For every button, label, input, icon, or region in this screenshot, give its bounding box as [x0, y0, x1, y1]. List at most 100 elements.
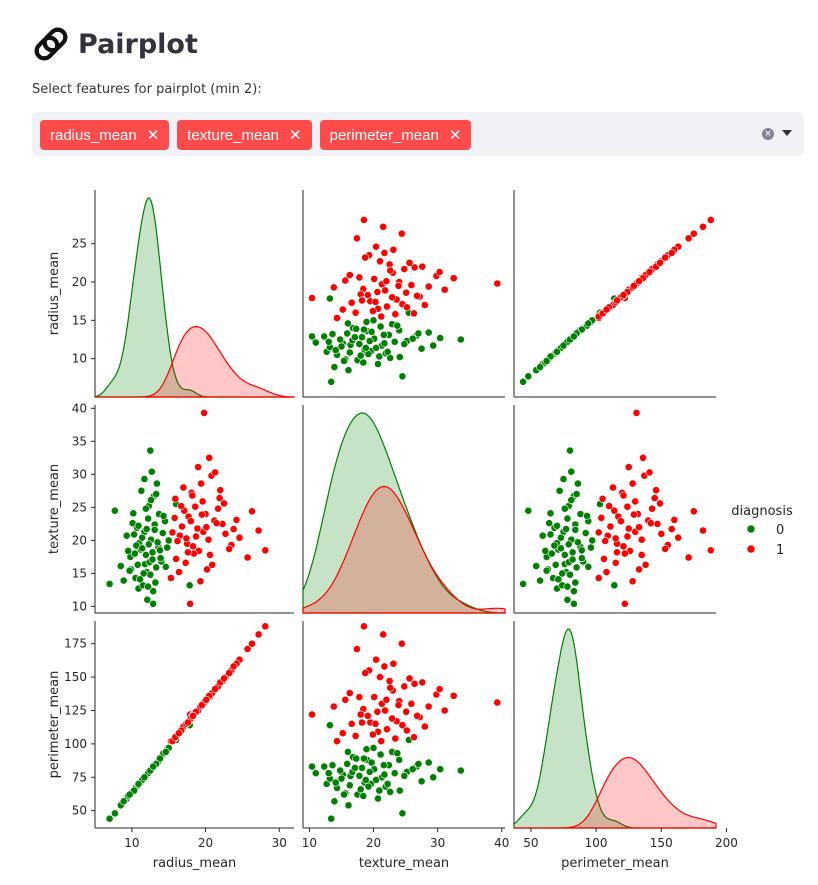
point-series-1	[611, 558, 620, 567]
point-series-1	[355, 273, 364, 282]
x-tick-label: 10	[124, 836, 139, 850]
point-series-1	[606, 522, 615, 531]
chevron-down-icon[interactable]	[782, 130, 792, 136]
point-series-0	[111, 809, 119, 818]
panel-texture_mean-vs-texture_mean	[302, 405, 506, 614]
point-series-1	[380, 662, 389, 671]
point-series-1	[373, 288, 382, 296]
point-series-1	[179, 483, 188, 492]
remove-tag-icon[interactable]: ✕	[289, 127, 302, 144]
point-series-1	[409, 733, 418, 742]
point-series-1	[381, 286, 389, 295]
remove-tag-icon[interactable]: ✕	[146, 127, 160, 144]
point-series-0	[380, 339, 389, 348]
point-series-0	[163, 543, 172, 552]
point-series-1	[363, 711, 372, 720]
point-series-0	[359, 792, 368, 800]
point-series-0	[138, 544, 147, 553]
point-series-0	[361, 776, 370, 784]
point-series-0	[119, 576, 128, 585]
point-series-0	[161, 562, 170, 571]
point-series-1	[420, 301, 429, 309]
point-series-1	[379, 222, 388, 231]
point-series-1	[211, 685, 219, 693]
point-series-0	[149, 587, 158, 596]
point-series-0	[588, 536, 597, 545]
point-series-1	[166, 574, 175, 582]
point-series-1	[333, 737, 341, 746]
point-series-0	[542, 566, 551, 575]
point-series-1	[373, 707, 382, 716]
point-series-0	[150, 525, 159, 534]
point-series-0	[610, 581, 619, 590]
y-tick-label: 175	[64, 637, 87, 651]
point-series-0	[524, 372, 533, 381]
point-series-0	[355, 340, 364, 348]
point-series-0	[362, 317, 371, 326]
point-series-0	[568, 555, 577, 564]
point-series-0	[553, 347, 561, 356]
point-series-0	[555, 486, 564, 495]
kde-series-0	[302, 412, 506, 614]
point-series-0	[138, 533, 147, 542]
point-series-1	[254, 630, 263, 639]
point-series-1	[684, 553, 693, 562]
point-series-0	[554, 575, 563, 584]
point-series-0	[340, 790, 348, 799]
point-series-1	[197, 701, 206, 709]
feature-multiselect[interactable]: radius_mean ✕ texture_mean ✕ perimeter_m…	[32, 112, 804, 156]
point-series-0	[375, 352, 384, 361]
point-series-1	[376, 673, 384, 681]
point-series-0	[390, 337, 399, 346]
point-series-0	[393, 321, 402, 330]
point-series-0	[376, 322, 385, 331]
point-series-0	[571, 578, 580, 587]
point-series-0	[550, 541, 559, 550]
point-series-1	[194, 463, 203, 471]
x-axis-label: texture_mean	[359, 856, 449, 871]
selected-tags: radius_mean ✕ texture_mean ✕ perimeter_m…	[40, 120, 472, 150]
point-series-1	[308, 294, 316, 302]
point-series-1	[261, 622, 270, 631]
point-series-1	[333, 314, 341, 322]
point-series-1	[345, 271, 354, 279]
point-series-0	[161, 748, 170, 756]
point-series-0	[545, 519, 554, 528]
point-series-0	[359, 754, 368, 763]
point-series-0	[372, 343, 380, 352]
point-series-0	[429, 341, 438, 350]
point-series-0	[320, 762, 329, 771]
point-series-1	[361, 253, 370, 262]
point-series-1	[235, 533, 244, 542]
point-series-1	[407, 281, 416, 289]
point-series-1	[202, 695, 211, 704]
point-series-1	[203, 565, 211, 574]
x-tick-label: 100	[585, 836, 608, 850]
point-series-1	[351, 732, 360, 740]
legend-label-0: 0	[776, 523, 784, 538]
point-series-1	[400, 682, 409, 691]
legend-label-1: 1	[776, 543, 784, 558]
remove-tag-icon[interactable]: ✕	[448, 127, 462, 144]
point-series-0	[149, 599, 158, 608]
point-series-0	[141, 504, 150, 513]
point-series-1	[188, 491, 197, 500]
point-series-1	[329, 702, 338, 711]
point-series-0	[140, 475, 149, 483]
point-series-0	[532, 562, 541, 570]
point-series-0	[414, 329, 423, 338]
point-series-0	[383, 780, 392, 788]
x-tick-label: 10	[302, 836, 317, 850]
point-series-1	[254, 526, 263, 535]
point-series-1	[220, 674, 228, 683]
x-tick-label: 150	[650, 836, 673, 850]
point-series-1	[400, 265, 409, 273]
point-series-1	[635, 565, 643, 574]
point-series-1	[594, 574, 603, 582]
y-tick-label: 150	[64, 670, 87, 684]
point-series-0	[155, 546, 164, 555]
point-series-0	[152, 479, 161, 488]
point-series-0	[567, 496, 576, 504]
clear-all-icon[interactable]: ×	[762, 128, 774, 140]
point-series-1	[413, 291, 421, 300]
